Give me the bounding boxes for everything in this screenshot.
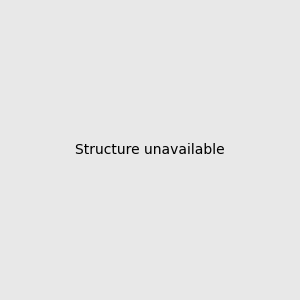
Text: Structure unavailable: Structure unavailable [75, 143, 225, 157]
